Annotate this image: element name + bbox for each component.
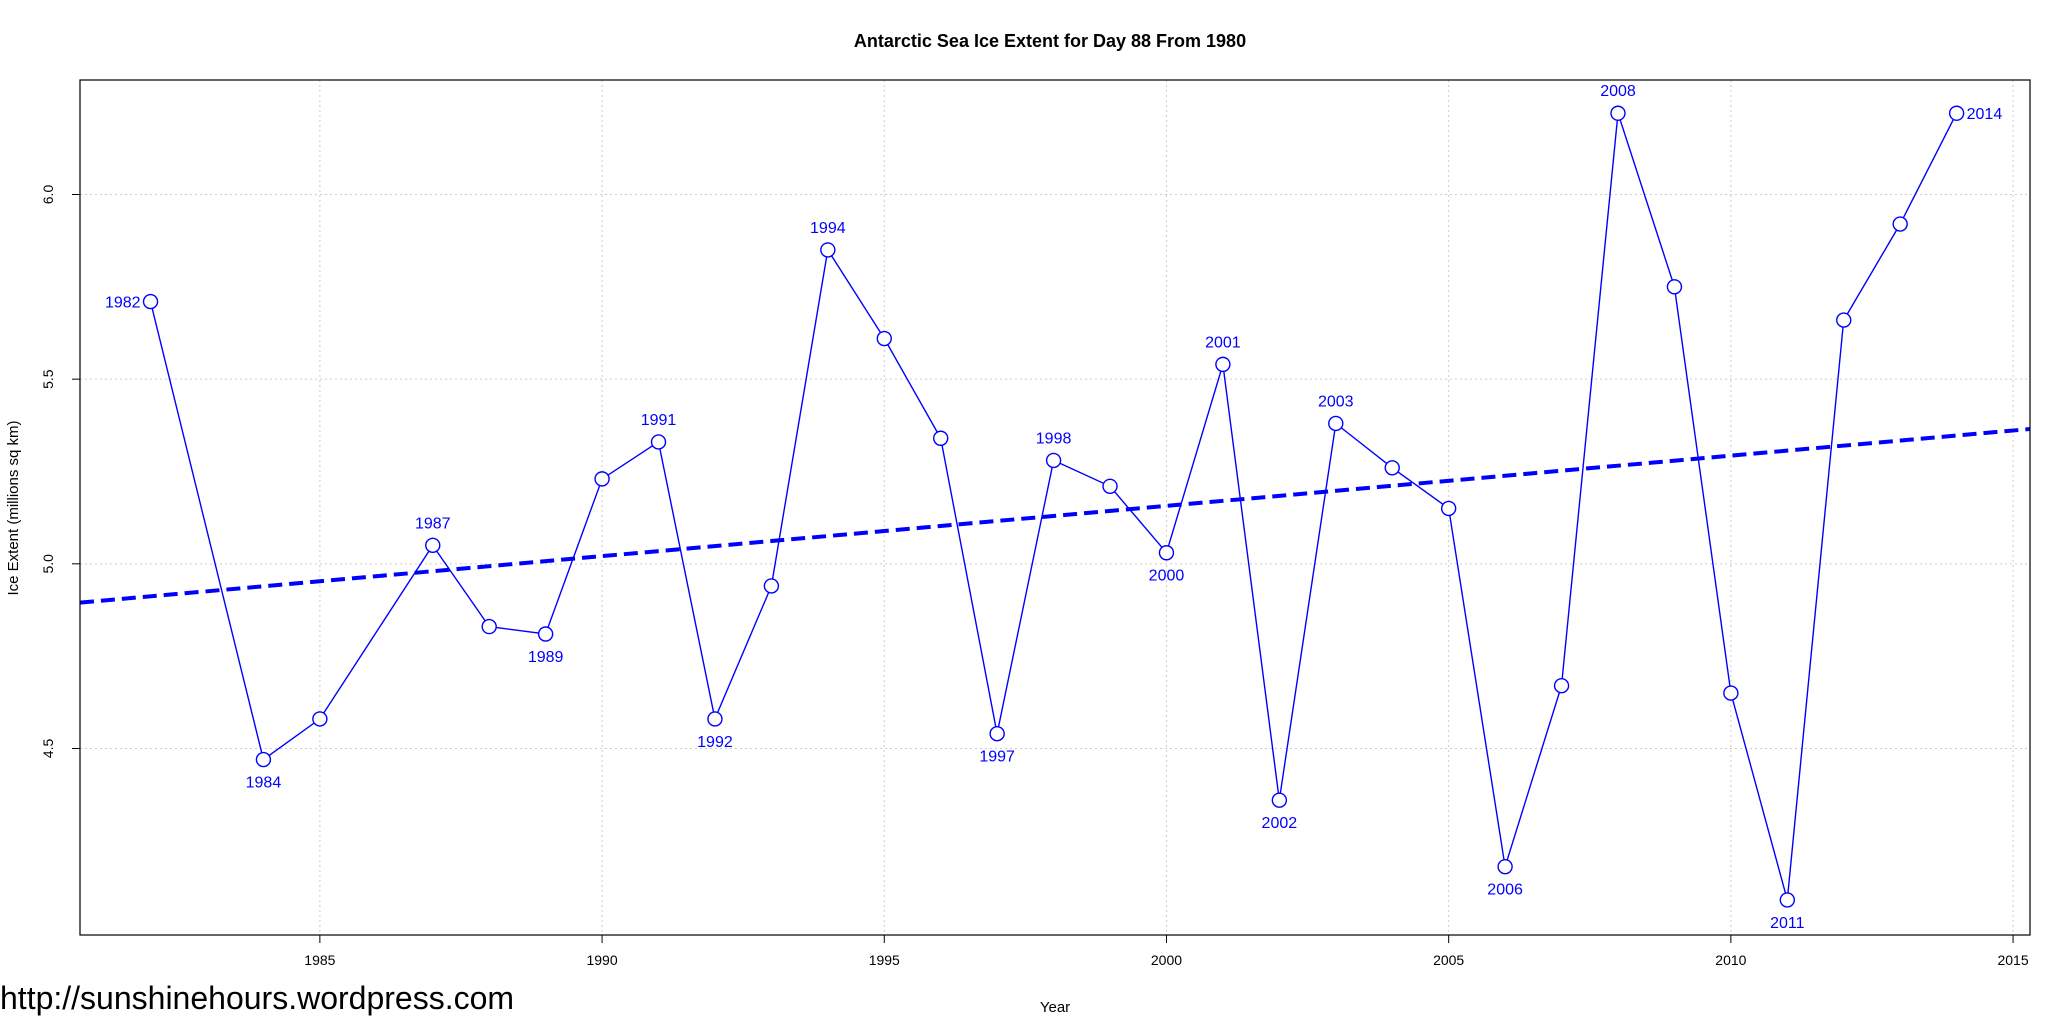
data-label: 2003 bbox=[1318, 393, 1354, 410]
x-tick-label: 2015 bbox=[1997, 952, 2028, 968]
data-point bbox=[1384, 460, 1400, 476]
data-point bbox=[707, 711, 723, 727]
data-point bbox=[763, 578, 780, 594]
watermark: http://sunshinehours.wordpress.com bbox=[0, 980, 515, 1016]
data-label: 2002 bbox=[1262, 815, 1298, 832]
data-label: 1982 bbox=[105, 295, 141, 312]
data-point bbox=[1948, 105, 1965, 121]
data-point bbox=[1779, 892, 1796, 908]
data-label: 1992 bbox=[697, 734, 733, 751]
data-point bbox=[1158, 545, 1175, 561]
y-tick-label: 5.5 bbox=[40, 369, 56, 389]
data-point bbox=[255, 751, 272, 768]
data-point bbox=[1723, 685, 1739, 701]
y-axis-label: Ice Extent (millions sq km) bbox=[5, 420, 22, 595]
data-point bbox=[312, 711, 328, 727]
y-tick-label: 6.0 bbox=[40, 185, 56, 205]
data-point bbox=[933, 430, 949, 446]
chart-title: Antarctic Sea Ice Extent for Day 88 From… bbox=[854, 31, 1246, 51]
data-label: 2001 bbox=[1205, 334, 1241, 351]
gridlines bbox=[80, 80, 2030, 935]
plot-frame bbox=[79, 79, 2031, 936]
data-point bbox=[820, 242, 836, 258]
trend-layer bbox=[79, 427, 2031, 605]
data-point bbox=[1610, 105, 1626, 121]
data-point bbox=[425, 537, 441, 554]
data-point bbox=[481, 618, 497, 635]
data-label: 1998 bbox=[1036, 430, 1072, 447]
data-label: 1997 bbox=[979, 749, 1015, 766]
data-point bbox=[1892, 216, 1908, 232]
data-point bbox=[1497, 858, 1513, 875]
x-tick-label: 2005 bbox=[1433, 952, 1464, 968]
x-axis-label: Year bbox=[1040, 999, 1070, 1016]
series-line bbox=[149, 112, 1958, 901]
data-point bbox=[1271, 792, 1288, 808]
y-tick-label: 4.5 bbox=[40, 739, 56, 759]
data-point bbox=[989, 726, 1005, 742]
y-tick-label: 5.0 bbox=[40, 554, 56, 574]
data-label: 2011 bbox=[1770, 915, 1805, 932]
x-tick-label: 1995 bbox=[869, 952, 900, 968]
point-labels: 1982 1984 1987 1989 1991 1992 1994 1997 1998 2000… bbox=[105, 83, 2002, 932]
data-point bbox=[142, 293, 159, 310]
data-point bbox=[1102, 478, 1118, 494]
data-label: 1989 bbox=[528, 649, 564, 666]
data-label: 2006 bbox=[1487, 882, 1523, 899]
data-point bbox=[1836, 312, 1852, 328]
data-point bbox=[1440, 500, 1457, 517]
data-point bbox=[1045, 452, 1062, 469]
data-label: 1984 bbox=[246, 775, 282, 792]
data-point bbox=[1328, 415, 1344, 432]
x-tick-label: 2000 bbox=[1151, 952, 1182, 968]
data-point bbox=[876, 330, 892, 347]
x-tick-label: 1985 bbox=[304, 952, 335, 968]
axes: 1985 1990 1995 2000 2005 2010 2015 4.5 5.0 5.5 6.0 bbox=[40, 185, 2029, 968]
data-label: 1987 bbox=[415, 515, 451, 532]
trend-line bbox=[79, 427, 2031, 605]
x-tick-label: 2010 bbox=[1715, 952, 1746, 968]
data-point bbox=[1553, 678, 1570, 694]
data-label: 2000 bbox=[1149, 568, 1185, 585]
data-point bbox=[650, 434, 667, 450]
x-tick-label: 1990 bbox=[586, 952, 617, 968]
data-point bbox=[594, 471, 610, 487]
data-label: 1994 bbox=[810, 220, 846, 237]
data-point bbox=[1215, 356, 1231, 373]
data-label: 1991 bbox=[641, 412, 677, 429]
data-point bbox=[537, 626, 554, 642]
data-label: 2008 bbox=[1600, 83, 1636, 100]
data-point bbox=[1666, 279, 1683, 295]
data-label: 2014 bbox=[1967, 106, 2003, 123]
series-layer bbox=[142, 105, 1965, 908]
